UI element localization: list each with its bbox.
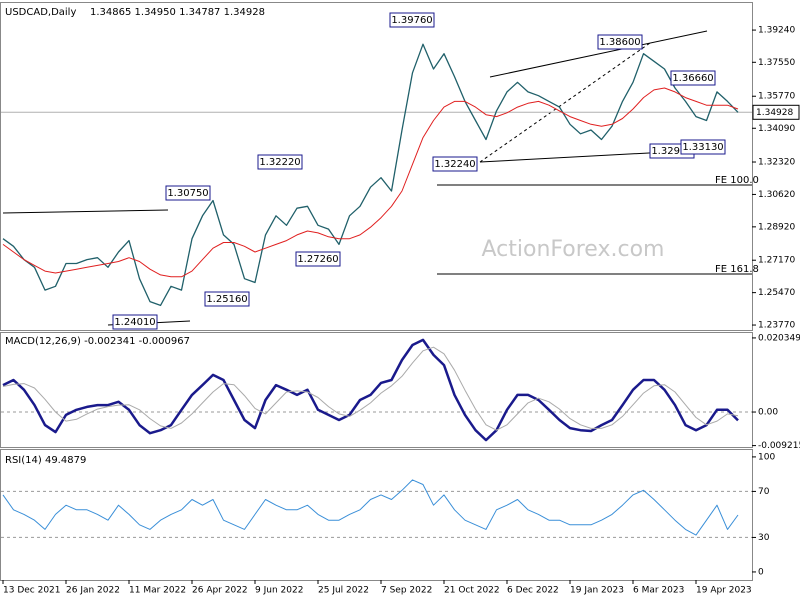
annotation-box: [295, 251, 341, 267]
y-tick-label: 1.39240: [758, 26, 795, 36]
annotation: 1.30750: [167, 188, 208, 199]
annotation-box: [204, 291, 250, 307]
annotation-box: [165, 185, 211, 201]
series-line: [2, 338, 739, 442]
trendline: [489, 30, 708, 78]
x-tick-label: 13 Dec 2021: [3, 586, 61, 596]
panel-title: RSI(14) 49.4879: [5, 455, 86, 466]
panel-subtitle: 1.34865 1.34950 1.34787 1.34928: [90, 7, 265, 18]
annotation: 1.27260: [297, 254, 338, 265]
y-tick-label: 100: [758, 452, 775, 462]
annotation-box: [597, 34, 643, 50]
y-tick-label: -0.009215: [758, 441, 800, 451]
fe-label: FE 100.0: [715, 175, 759, 186]
annotation: 1.38600: [599, 37, 640, 48]
annotation: 1.39760: [391, 15, 432, 26]
annotation: 1.33130: [682, 142, 723, 153]
x-tick-label: 26 Jan 2022: [66, 586, 120, 596]
rsi-panel: [0, 449, 753, 581]
series-line: [2, 479, 739, 536]
macd-panel: [0, 332, 753, 448]
annotation: 1.32220: [259, 157, 300, 168]
series-line: [2, 346, 739, 431]
panel-title: USDCAD,Daily: [5, 7, 76, 18]
annotation-box: [432, 156, 478, 172]
y-tick-label: 1.28920: [758, 222, 795, 232]
x-tick-label: 7 Sep 2022: [381, 586, 432, 596]
panel-title: MACD(12,26,9) -0.002341 -0.000967: [5, 336, 190, 347]
trendline: [2, 209, 169, 214]
annotation-box: [389, 12, 435, 28]
y-tick-label: 1.35770: [758, 92, 795, 102]
price-panel: [0, 2, 753, 331]
annotation-box: [680, 139, 726, 155]
x-tick-label: 6 Mar 2023: [633, 586, 684, 596]
y-tick-label: 1.34090: [758, 124, 795, 134]
fe-label: FE 161.8: [715, 264, 759, 275]
trendlines: [2, 30, 752, 326]
x-tick-label: 19 Jan 2023: [570, 586, 624, 596]
x-tick-label: 21 Oct 2022: [444, 586, 500, 596]
annotation: 1.24010: [114, 317, 155, 328]
annotation-box: [112, 314, 158, 330]
annotation-box: [257, 154, 303, 170]
last-price-box: [752, 104, 800, 120]
x-tick-label: 6 Dec 2022: [507, 586, 559, 596]
y-tick-label: 1.27170: [758, 256, 795, 266]
annotation-box: [670, 70, 716, 86]
annotation: 1.25160: [206, 294, 247, 305]
x-tick-label: 25 Jul 2022: [318, 586, 369, 596]
watermark: ActionForex.com: [482, 237, 665, 262]
x-tick-label: 26 Apr 2022: [192, 586, 248, 596]
last-price-label: 1.34928: [756, 108, 793, 118]
y-tick-label: 30: [758, 533, 770, 543]
y-tick-label: 1.25470: [758, 288, 795, 298]
y-tick-label: 0.00: [758, 408, 778, 418]
y-tick-label: 1.37550: [758, 58, 795, 68]
trendline: [479, 42, 651, 163]
series-line: [2, 87, 739, 278]
y-tick-label: 1.32320: [758, 158, 795, 168]
x-tick-label: 19 Apr 2023: [696, 586, 752, 596]
x-tick-label: 11 Mar 2022: [129, 586, 186, 596]
y-tick-label: 1.23770: [758, 321, 795, 331]
y-tick-label: 0: [758, 567, 764, 577]
annotation: 1.32240: [434, 159, 475, 170]
y-tick-label: 0.020349: [758, 333, 800, 343]
y-tick-label: 1.30620: [758, 190, 795, 200]
annotation: 1.32990: [651, 146, 692, 157]
y-tick-label: 70: [758, 487, 770, 497]
series-line: [2, 43, 739, 307]
annotation: 1.36660: [672, 73, 713, 84]
x-tick-label: 9 Jun 2022: [255, 586, 303, 596]
